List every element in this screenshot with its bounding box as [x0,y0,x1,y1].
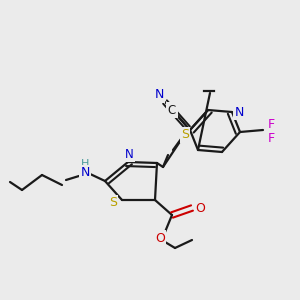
Text: F: F [267,131,274,145]
Text: N: N [234,106,244,118]
Text: N: N [80,167,90,179]
Text: O: O [195,202,205,214]
Text: C: C [168,103,176,116]
Text: O: O [155,232,165,244]
Text: S: S [109,196,117,209]
Text: F: F [267,118,274,131]
Text: H: H [81,159,89,169]
Text: S: S [181,128,189,142]
Text: N: N [124,148,134,160]
Text: N: N [154,88,164,101]
